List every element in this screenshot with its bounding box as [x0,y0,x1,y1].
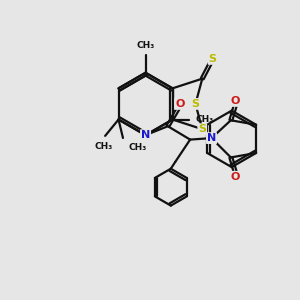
Text: CH₃: CH₃ [94,142,113,151]
Text: CH₃: CH₃ [136,40,155,50]
Text: O: O [231,172,240,182]
Text: S: S [191,99,200,109]
Text: N: N [207,133,216,143]
Text: O: O [175,99,184,109]
Text: S: S [198,124,206,134]
Text: CH₃: CH₃ [129,143,147,152]
Text: CH₃: CH₃ [196,115,214,124]
Text: O: O [231,96,240,106]
Text: S: S [208,54,217,64]
Text: N: N [141,130,150,140]
